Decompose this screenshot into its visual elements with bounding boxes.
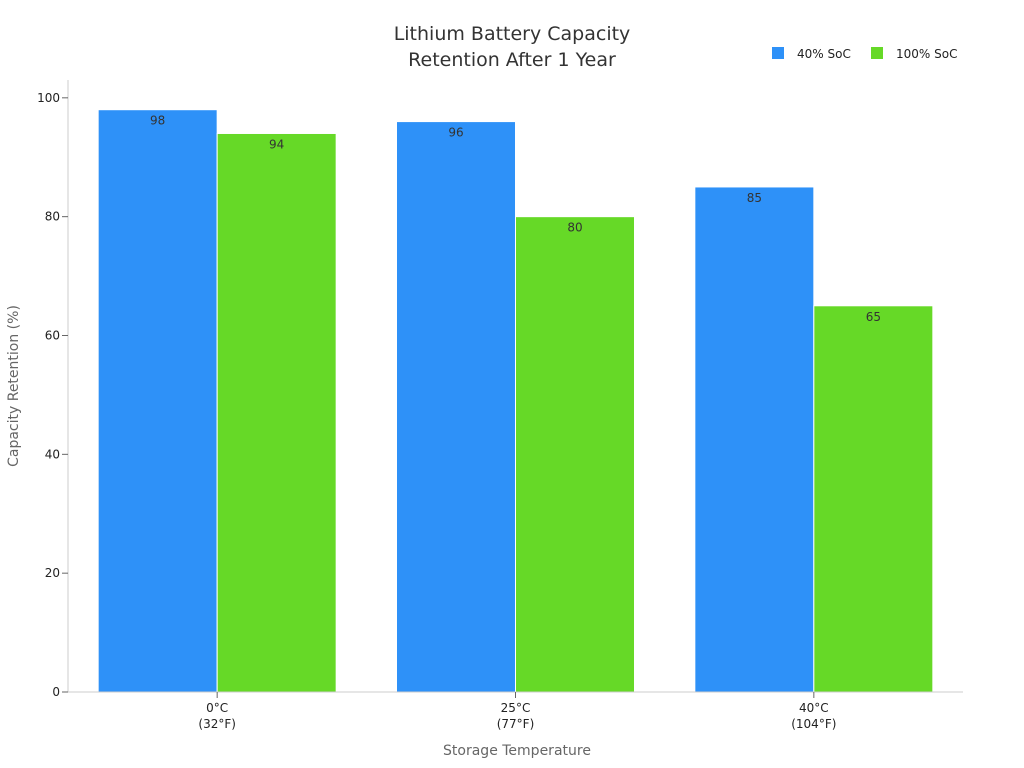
legend-label: 100% SoC <box>896 47 957 61</box>
x-tick-label: (104°F) <box>791 717 836 731</box>
x-axis-title: Storage Temperature <box>443 743 591 759</box>
bar-value-label: 98 <box>150 114 165 128</box>
bar-value-label: 96 <box>448 126 463 140</box>
chart-title-line-2: Retention After 1 Year <box>408 49 616 71</box>
y-tick-label: 60 <box>45 328 60 342</box>
bar-value-label: 80 <box>567 221 582 235</box>
x-tick-label: 25°C <box>501 701 531 715</box>
x-axis-ticks: 0°C (32°F) 25°C (77°F) 40°C (104°F) <box>198 692 836 731</box>
x-tick-label: 0°C <box>206 701 228 715</box>
y-axis-title: Capacity Retention (%) <box>6 305 22 467</box>
legend-swatch <box>772 47 784 59</box>
bar-value-label: 65 <box>866 310 881 324</box>
x-tick-label: (32°F) <box>198 717 236 731</box>
y-tick-label: 100 <box>37 91 60 105</box>
bar-100-soc-2 <box>813 305 934 693</box>
y-axis-ticks: 0 20 40 60 80 100 <box>37 91 68 699</box>
bar-40-soc-0 <box>97 109 218 693</box>
y-tick-label: 20 <box>45 566 60 580</box>
bar-40-soc-2 <box>694 186 815 693</box>
legend-swatch <box>871 47 883 59</box>
legend: 40% SoC 100% SoC <box>772 47 957 61</box>
chart-title-line-1: Lithium Battery Capacity <box>394 23 631 45</box>
bar-labels-group: 98 94 96 80 85 65 <box>150 114 881 324</box>
bar-value-label: 94 <box>269 137 284 151</box>
bar-value-label: 85 <box>747 191 762 205</box>
x-tick-label: (77°F) <box>497 717 535 731</box>
y-tick-label: 80 <box>45 210 60 224</box>
bars-group <box>97 109 934 693</box>
y-tick-label: 40 <box>45 447 60 461</box>
bar-100-soc-1 <box>515 216 635 693</box>
chart-title: Lithium Battery Capacity Retention After… <box>394 23 631 71</box>
bar-100-soc-0 <box>216 132 337 693</box>
legend-label: 40% SoC <box>797 47 851 61</box>
y-tick-label: 0 <box>52 685 60 699</box>
x-tick-label: 40°C <box>799 701 829 715</box>
bar-40-soc-1 <box>396 121 516 693</box>
